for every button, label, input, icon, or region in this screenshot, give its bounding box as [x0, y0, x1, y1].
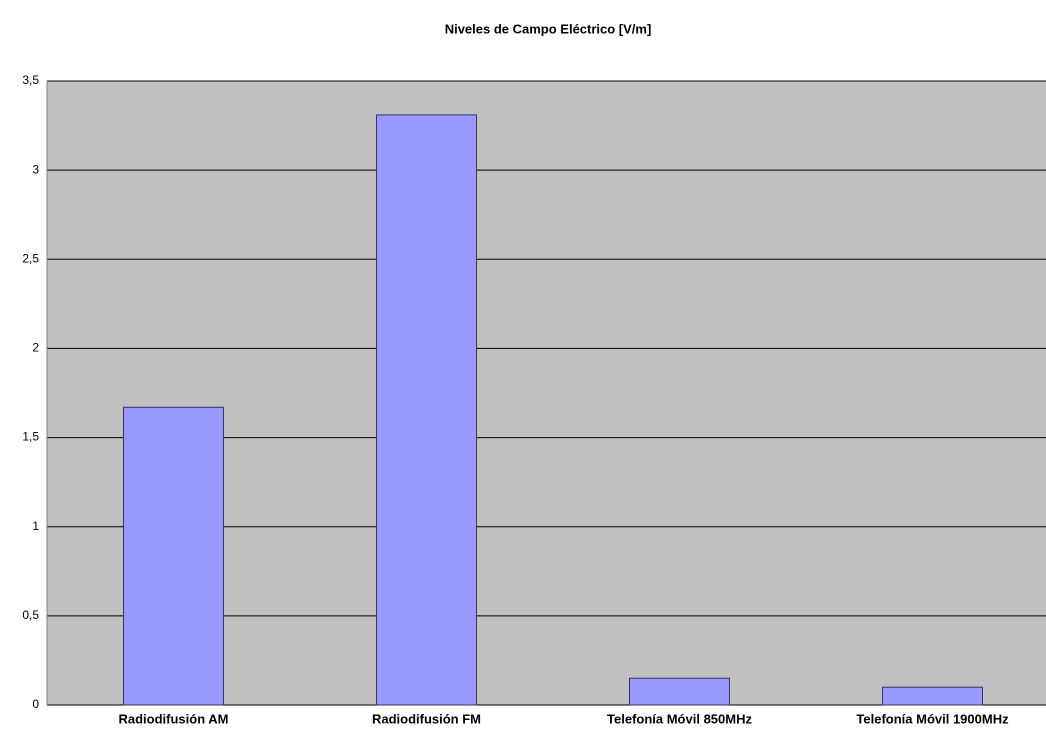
- y-tick-label: 0: [32, 697, 39, 711]
- bar: [376, 114, 477, 706]
- x-tick-label: Telefonía Móvil 850MHz: [607, 711, 752, 726]
- x-tick-label: Radiodifusión FM: [372, 711, 481, 726]
- y-tick-label: 0,5: [22, 608, 39, 622]
- y-tick-label: 1: [32, 519, 39, 533]
- bar: [123, 406, 224, 706]
- bar: [882, 686, 983, 706]
- y-tick-label: 2,5: [22, 251, 39, 265]
- bar: [629, 677, 730, 706]
- x-tick-label: Radiodifusión AM: [118, 711, 228, 726]
- y-tick-label: 2: [32, 341, 39, 355]
- y-tick-label: 3: [32, 162, 39, 176]
- y-tick-label: 1,5: [22, 430, 39, 444]
- x-tick-label: Telefonía Móvil 1900MHz: [856, 711, 1009, 726]
- y-tick-label: 3,5: [22, 73, 39, 87]
- chart-title: Niveles de Campo Eléctrico [V/m]: [445, 21, 652, 36]
